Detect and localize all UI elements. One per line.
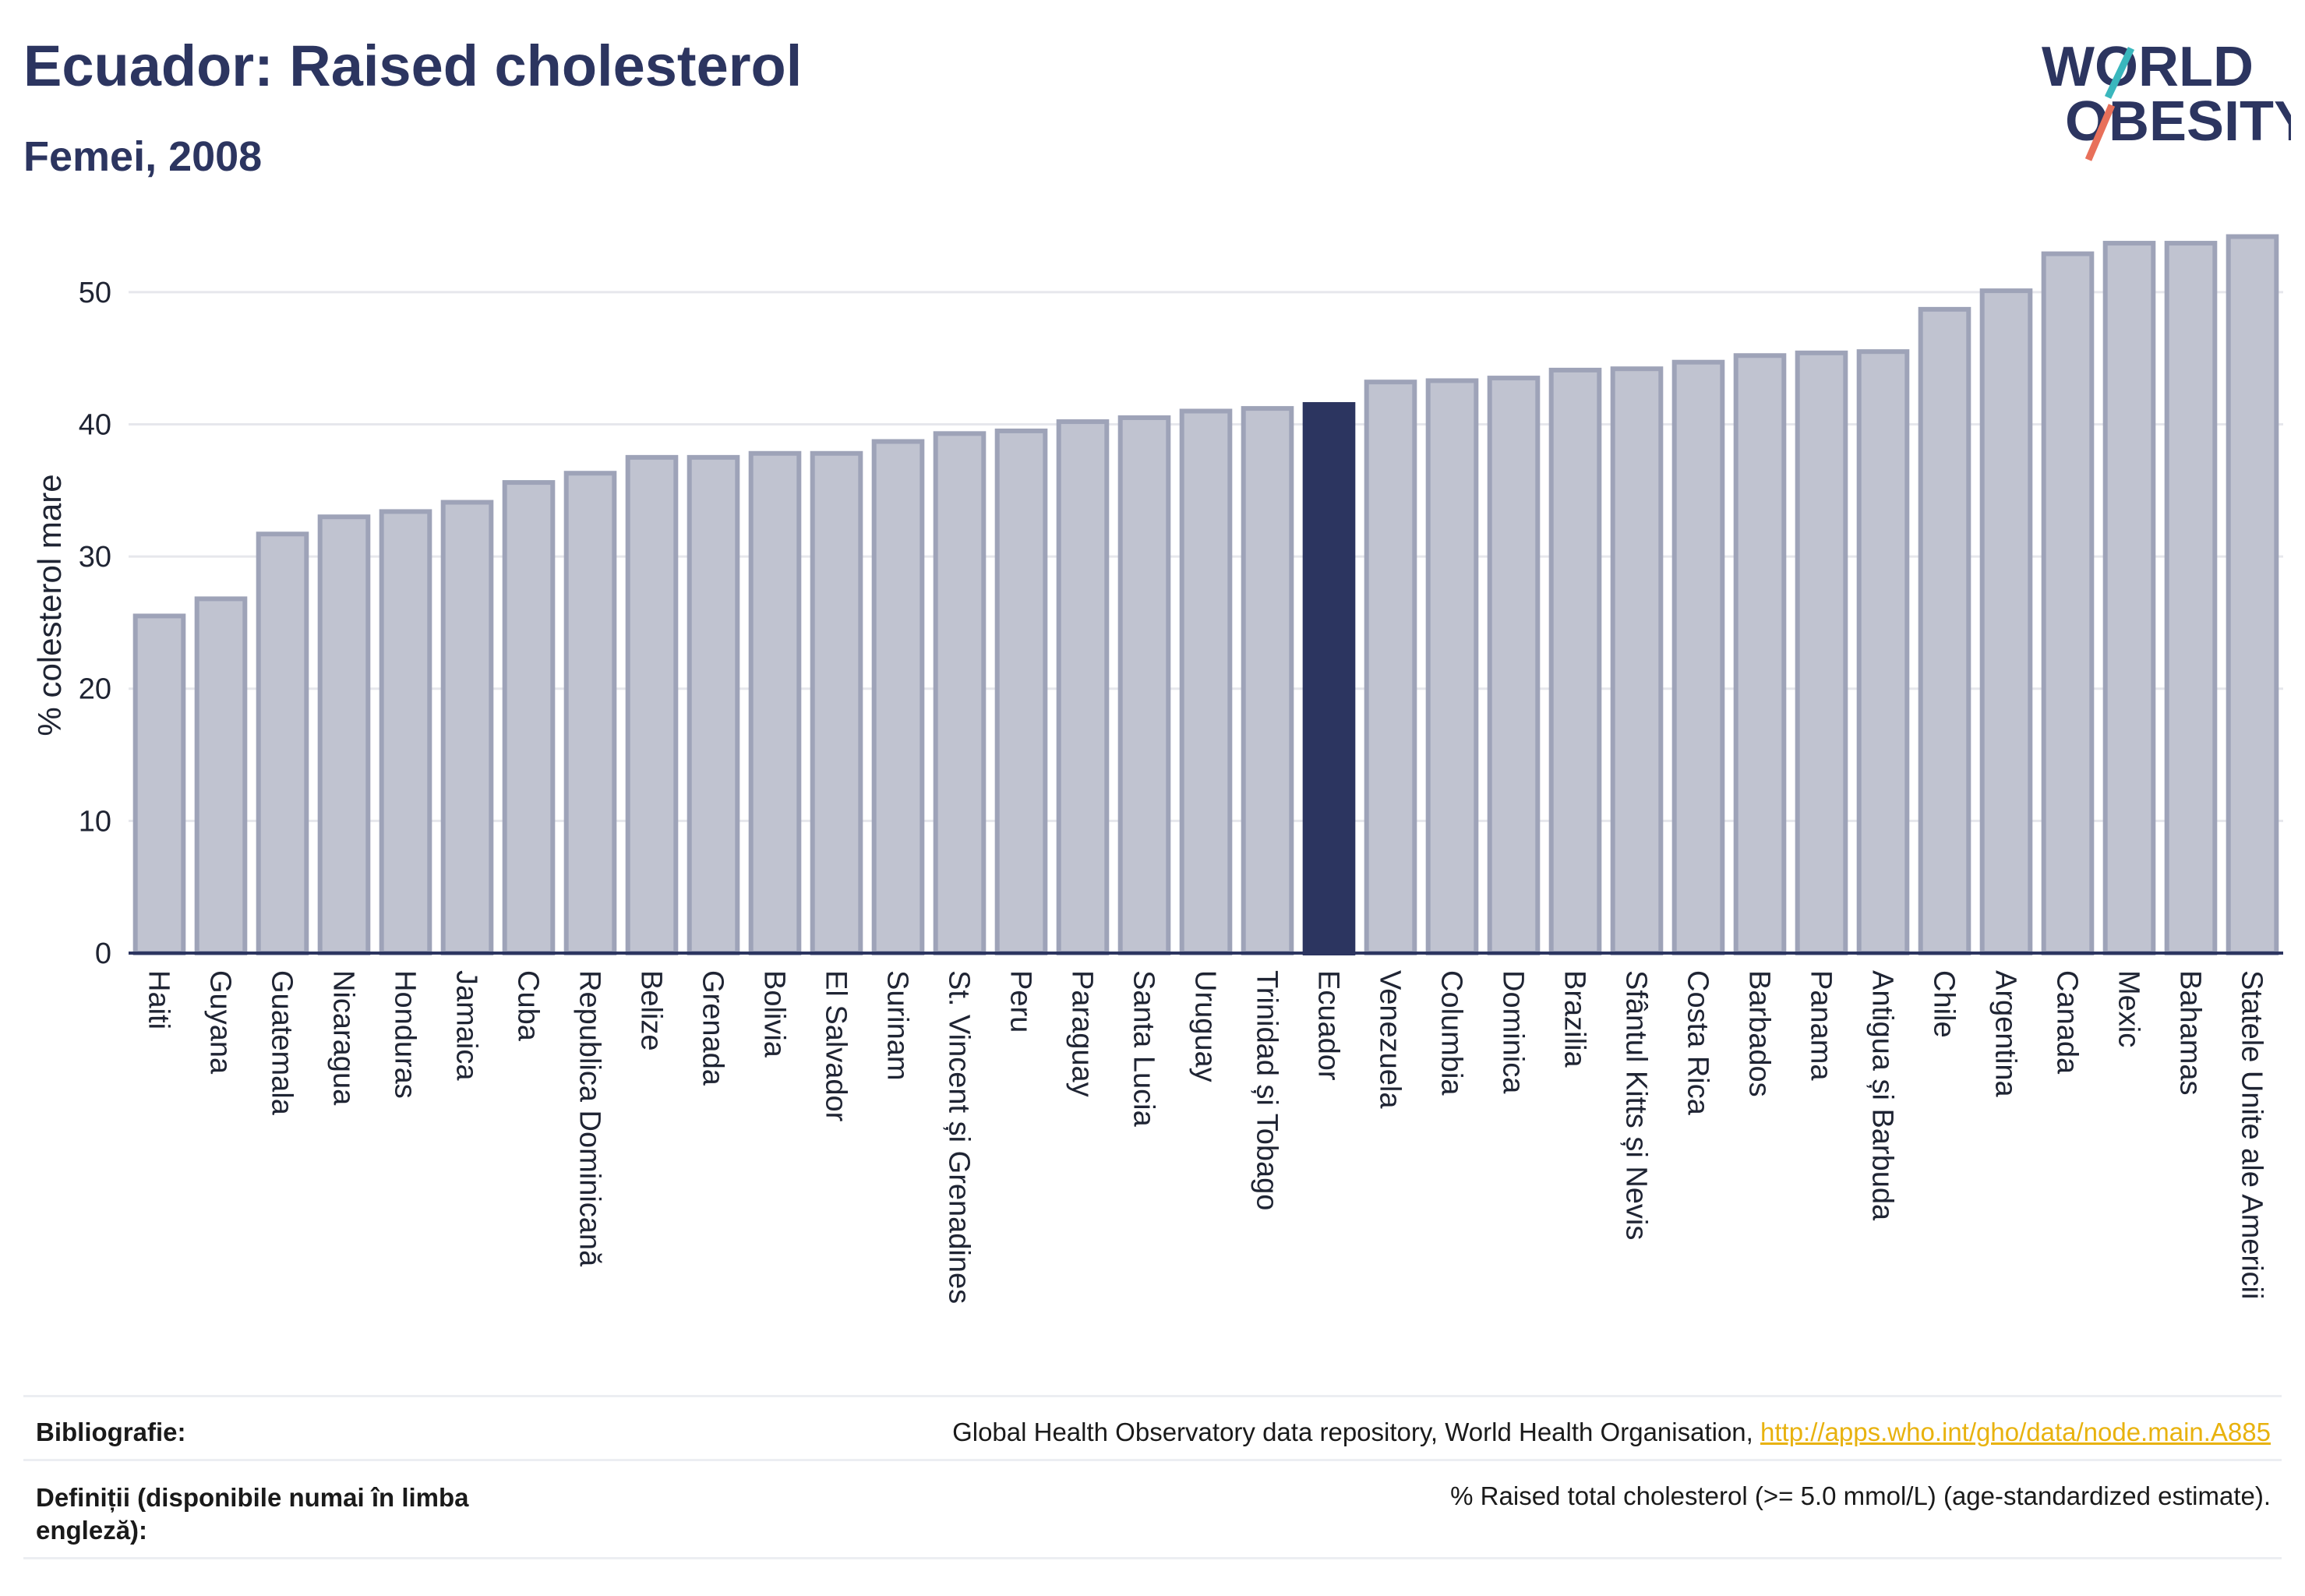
bar[interactable] xyxy=(1856,349,1910,955)
x-tick-label: Mexic xyxy=(2113,970,2145,1047)
definitions-text: % Raised total cholesterol (>= 5.0 mmol/… xyxy=(1450,1481,2271,1510)
x-tick-label: Nicaragua xyxy=(327,970,360,1106)
bar[interactable] xyxy=(2226,234,2279,955)
x-tick-label: Republica Dominicană xyxy=(574,970,606,1267)
bar[interactable] xyxy=(748,450,802,955)
bar[interactable] xyxy=(625,454,679,955)
footer-bottom-rule xyxy=(23,1557,2282,1559)
bar[interactable] xyxy=(1918,306,1971,955)
bar[interactable] xyxy=(810,450,863,955)
bar[interactable] xyxy=(2102,241,2156,955)
bibliography-row: Bibliografie: Global Health Observatory … xyxy=(23,1395,2282,1460)
bar[interactable] xyxy=(1795,350,1848,956)
y-tick-label: 40 xyxy=(79,408,111,441)
x-tick-label: Costa Rica xyxy=(1682,970,1714,1116)
x-tick-label: Santa Lucia xyxy=(1128,970,1160,1128)
bar[interactable] xyxy=(687,454,740,955)
definitions-label-line-1: Definiții (disponibile numai în limba xyxy=(36,1483,469,1512)
x-tick-label: El Salvador xyxy=(820,970,852,1122)
bar[interactable] xyxy=(2041,251,2095,955)
x-tick-label: Statele Unite ale Americii xyxy=(2236,970,2268,1299)
bar[interactable] xyxy=(317,514,371,955)
y-tick-label: 50 xyxy=(79,277,111,309)
x-tick-label: Antigua și Barbuda xyxy=(1866,970,1899,1221)
logo-slash-teal xyxy=(2104,47,2135,99)
bar[interactable] xyxy=(132,613,186,955)
x-tick-label: Ecuador xyxy=(1312,970,1345,1081)
x-tick-label: Paraguay xyxy=(1066,970,1099,1097)
bar[interactable] xyxy=(1671,359,1725,955)
bibliography-link[interactable]: http://apps.who.int/gho/data/node.main.A… xyxy=(1760,1418,2271,1446)
bar[interactable] xyxy=(933,431,987,955)
bar[interactable] xyxy=(1979,288,2033,955)
x-tick-label: Bolivia xyxy=(758,970,791,1058)
world-obesity-logo: WORLD OBESITY xyxy=(2042,36,2291,161)
bar[interactable] xyxy=(1733,353,1787,955)
x-tick-label: Sfântul Kitts și Nevis xyxy=(1620,970,1653,1240)
bar-highlighted[interactable] xyxy=(1302,402,1356,955)
x-tick-label: Honduras xyxy=(389,970,422,1099)
bar[interactable] xyxy=(563,471,617,955)
bar[interactable] xyxy=(1179,408,1233,955)
x-tick-label: Cuba xyxy=(512,970,545,1042)
bar[interactable] xyxy=(1610,366,1664,955)
y-tick-label: 20 xyxy=(79,673,111,706)
x-tick-label: Uruguay xyxy=(1189,970,1222,1082)
x-tick-label: Brazilia xyxy=(1558,970,1591,1068)
definitions-row: Definiții (disponibile numai în limba en… xyxy=(23,1459,2282,1558)
chart-title: Ecuador: Raised cholesterol xyxy=(23,34,803,98)
bar[interactable] xyxy=(502,480,556,955)
bar[interactable] xyxy=(1425,378,1479,955)
bar[interactable] xyxy=(256,531,309,955)
x-tick-label: Bahamas xyxy=(2174,970,2207,1096)
x-tick-label: Grenada xyxy=(697,970,729,1086)
bar-chart: 0 10 20 30 40 50 % colesterol mare Haiti Guyana G… xyxy=(31,234,2283,1304)
x-tick-label: Peru xyxy=(1004,970,1037,1033)
bibliography-value: Global Health Observatory data repositor… xyxy=(952,1418,2271,1447)
x-tick-label: Surinam xyxy=(881,970,914,1081)
bibliography-label: Bibliografie: xyxy=(36,1418,186,1446)
bar[interactable] xyxy=(1548,367,1602,955)
x-tick-label: St. Vincent și Grenadines xyxy=(943,970,976,1304)
x-tick-label: Guyana xyxy=(204,970,237,1075)
x-tick-label: Columbia xyxy=(1435,970,1468,1096)
x-tick-label: Chile xyxy=(1928,970,1961,1038)
bar[interactable] xyxy=(1241,406,1294,955)
logo-slash-coral xyxy=(2084,104,2116,161)
x-tick-label: Canada xyxy=(2051,970,2084,1075)
bar[interactable] xyxy=(1056,419,1110,955)
bar[interactable] xyxy=(440,500,494,955)
x-tick-label: Trinidad și Tobago xyxy=(1251,970,1283,1210)
bar[interactable] xyxy=(994,428,1048,955)
y-tick-label: 0 xyxy=(95,937,111,970)
bibliography-text: Global Health Observatory data repositor… xyxy=(952,1418,1761,1446)
bar[interactable] xyxy=(871,439,925,955)
bar[interactable] xyxy=(1487,376,1541,955)
x-tick-label: Venezuela xyxy=(1374,970,1407,1109)
x-tick-label: Haiti xyxy=(143,970,175,1029)
x-tick-label: Dominica xyxy=(1497,970,1530,1094)
x-tick-label: Guatemala xyxy=(266,970,298,1116)
x-tick-label: Belize xyxy=(635,970,668,1051)
y-axis-label: % colesterol mare xyxy=(31,474,68,736)
bar[interactable] xyxy=(379,509,432,955)
x-tick-label: Panama xyxy=(1805,970,1837,1081)
definitions-label-line-2: engleză): xyxy=(36,1516,148,1545)
y-tick-label: 10 xyxy=(79,805,111,838)
labels: 0 10 20 30 40 50 % colesterol mare Haiti Guyana G… xyxy=(31,277,2268,1304)
chart-subtitle: Femei, 2008 xyxy=(23,133,263,180)
bar[interactable] xyxy=(1117,415,1171,955)
bar[interactable] xyxy=(194,596,248,956)
definitions-label: Definiții (disponibile numai în limba en… xyxy=(36,1481,469,1547)
x-tick-label: Jamaica xyxy=(450,970,483,1081)
bar[interactable] xyxy=(1364,380,1417,955)
x-tick-label: Barbados xyxy=(1743,970,1776,1097)
bars xyxy=(132,234,2279,956)
x-tick-label: Argentina xyxy=(1989,970,2022,1098)
y-tick-label: 30 xyxy=(79,541,111,574)
bar[interactable] xyxy=(2164,241,2218,955)
logo-line-1: WORLD xyxy=(2042,36,2254,98)
